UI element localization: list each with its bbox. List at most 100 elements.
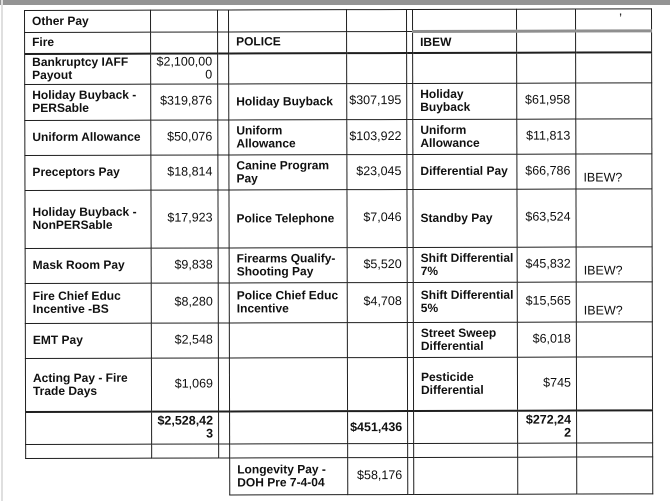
police-amount-cell: $307,195: [346, 82, 407, 120]
fire-amount-cell: $2,548: [151, 322, 219, 358]
ibew-label-cell: Differential Pay: [412, 153, 517, 189]
fire-label-cell: Holiday Buyback -NonPERSable: [24, 189, 152, 248]
police-amount-cell: [347, 442, 408, 458]
table-row: Mask Room Pay $9,838 Firearms Qualify-Sh…: [25, 246, 653, 283]
note-cell: [575, 51, 652, 83]
scan-edge-bar: [0, 0, 670, 5]
fire-amount-cell: $17,923: [150, 189, 219, 248]
table-row: Preceptors Pay $18,814 Canine Program Pa…: [24, 153, 652, 190]
ibew-amount-cell: $45,832: [517, 246, 577, 282]
police-amount-cell: [347, 356, 408, 412]
police-amount-cell: $5,520: [347, 246, 408, 283]
ibew-amount-cell: [516, 52, 576, 83]
table-row: Holiday Buyback -NonPERSable $17,923 Pol…: [24, 188, 653, 248]
note-cell: [575, 188, 653, 247]
police-label-cell: Police Chief Educ Incentive: [229, 282, 348, 323]
police-amount-cell: [346, 31, 407, 53]
ibew-total-cell: $272,242: [517, 410, 577, 443]
ibew-label-cell: Street Sweep Differential: [413, 321, 518, 357]
ibew-amount-cell: [517, 442, 577, 457]
column-separator: [218, 357, 230, 412]
police-label-cell: [229, 443, 348, 458]
police-label-cell: Police Telephone: [228, 189, 348, 248]
column-separator: [218, 443, 230, 458]
fire-amount-cell: [150, 31, 218, 54]
ibew-amount-cell: $15,565: [517, 281, 577, 322]
fire-amount-cell: $2,100,000: [150, 52, 218, 84]
ibew-label-cell: Holiday Buyback: [412, 82, 517, 119]
fire-section-header-cell: Fire: [24, 32, 151, 54]
police-section-header-cell: POLICE: [228, 31, 347, 53]
totals-row: $2,528,423 $451,436 $272,242: [25, 410, 653, 444]
ibew-label-cell: Pesticide Differential: [413, 356, 518, 411]
note-cell: [576, 410, 653, 443]
ibew-label-cell: [412, 52, 517, 83]
fire-label-cell: Holiday Buyback -PERSable: [24, 83, 151, 120]
police-total-cell: $451,436: [347, 410, 408, 444]
fire-amount-cell: $9,838: [151, 247, 219, 283]
column-separator: [218, 322, 230, 358]
police-label-cell: Uniform Allowance: [228, 119, 347, 155]
police-amount-cell: [347, 321, 408, 358]
fire-amount-cell: [151, 443, 219, 458]
ibew-amount-cell: $61,958: [516, 82, 576, 119]
police-label-cell: [228, 52, 347, 84]
police-amount-cell: $103,922: [346, 118, 407, 155]
ibew-label-cell: [413, 442, 518, 457]
note-cell: [575, 82, 652, 119]
fire-amount-cell: $319,876: [150, 83, 218, 120]
empty-region: [26, 458, 152, 495]
police-amount-cell: $7,046: [346, 188, 408, 248]
police-amount-cell: $58,176: [347, 456, 408, 495]
empty-region: [219, 457, 230, 494]
fire-label-cell: EMT Pay: [25, 322, 152, 358]
police-amount-cell: [346, 9, 407, 32]
fire-label-cell: Bankruptcy IAFF Payout: [24, 53, 151, 84]
fire-amount-cell: $1,069: [151, 357, 219, 412]
police-label-cell: Longevity Pay - DOH Pre 7-4-04: [229, 457, 348, 495]
police-label-cell: Firearms Qualify-Shooting Pay: [229, 247, 348, 283]
other-pay-table: Other Pay ’ Fire POLICE IBEW Bankruptcy …: [24, 8, 653, 495]
column-separator: [217, 83, 229, 120]
note-cell: [576, 456, 653, 494]
fire-label-cell: [25, 443, 152, 458]
column-separator: [217, 52, 229, 84]
note-cell: [576, 442, 653, 457]
police-amount-cell: [346, 52, 407, 84]
table-row: Other Pay ’: [24, 8, 652, 33]
ibew-label-cell: [413, 456, 518, 494]
ibew-amount-cell: $63,524: [516, 188, 577, 247]
note-cell: [575, 118, 652, 154]
column-separator: [217, 154, 229, 190]
police-label-cell: Holiday Buyback: [228, 83, 347, 120]
ibew-label-cell: Uniform Allowance: [412, 118, 517, 154]
ibew-amount-cell: $6,018: [517, 321, 577, 357]
ibew-section-header-cell: IBEW: [412, 31, 517, 53]
fire-label-cell: Mask Room Pay: [25, 247, 152, 283]
note-cell: IBEW?: [576, 246, 653, 282]
police-label-cell: Canine Program Pay: [228, 154, 347, 190]
fire-amount-cell: $50,076: [150, 119, 218, 155]
empty-region: [152, 457, 219, 494]
police-amount-cell: $23,045: [346, 153, 407, 190]
ibew-amount-cell: $11,813: [516, 118, 576, 154]
ibew-label-cell: Standby Pay: [412, 188, 518, 247]
column-separator: [218, 247, 230, 283]
table-row: EMT Pay $2,548 Street Sweep Differential…: [25, 321, 653, 358]
ibew-amount-cell: [517, 456, 577, 494]
column-separator: [217, 31, 229, 53]
fire-label-cell: Fire Chief Educ Incentive -BS: [25, 282, 152, 323]
fire-amount-cell: [150, 9, 218, 33]
police-label-cell: [228, 9, 347, 32]
ibew-label-cell: Shift Differential 5%: [413, 281, 518, 322]
table-row: Holiday Buyback -PERSable $319,876 Holid…: [24, 82, 652, 120]
note-cell: [576, 356, 653, 411]
table-row: Bankruptcy IAFF Payout $2,100,000: [24, 51, 652, 84]
scan-edge-artifact: [1, 0, 3, 501]
table-row: Fire POLICE IBEW: [24, 30, 652, 54]
fire-label-cell: [25, 411, 152, 444]
fire-label-cell: Acting Pay - Fire Trade Days: [25, 357, 152, 412]
table-row: Longevity Pay - DOH Pre 7-4-04 $58,176: [26, 456, 653, 495]
scan-artifact-mark: ’: [575, 8, 652, 32]
fire-amount-cell: $18,814: [150, 154, 218, 190]
